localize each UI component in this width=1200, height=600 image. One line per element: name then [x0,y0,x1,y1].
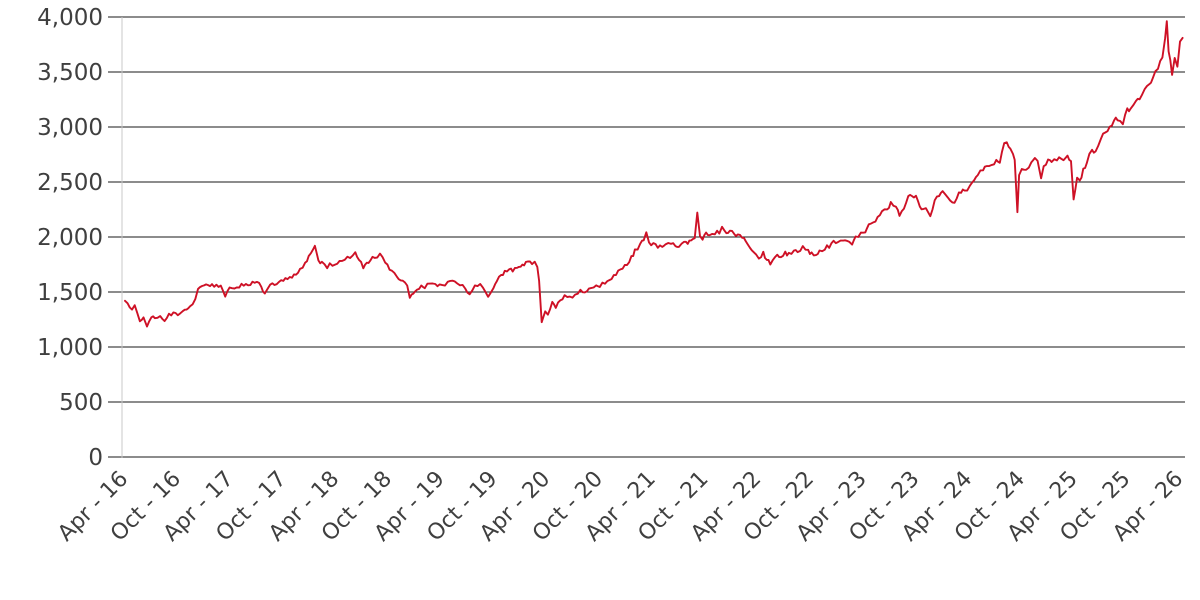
y-tick-label: 1,000 [37,335,103,361]
y-tick-label: 3,500 [37,60,103,86]
y-tick-label: 1,500 [37,280,103,306]
gridlines [108,16,1185,458]
y-axis-labels: 0 500 1,000 1,500 2,000 2,500 3,000 3,500 4,000 [37,5,103,471]
y-tick-label: 2,000 [37,225,103,251]
y-tick-label: 4,000 [37,5,103,31]
price-line-series [124,20,1184,328]
y-tick-label: 500 [59,390,103,416]
y-tick-label: 0 [88,445,103,471]
y-tick-label: 3,000 [37,115,103,141]
y-tick-label: 2,500 [37,170,103,196]
